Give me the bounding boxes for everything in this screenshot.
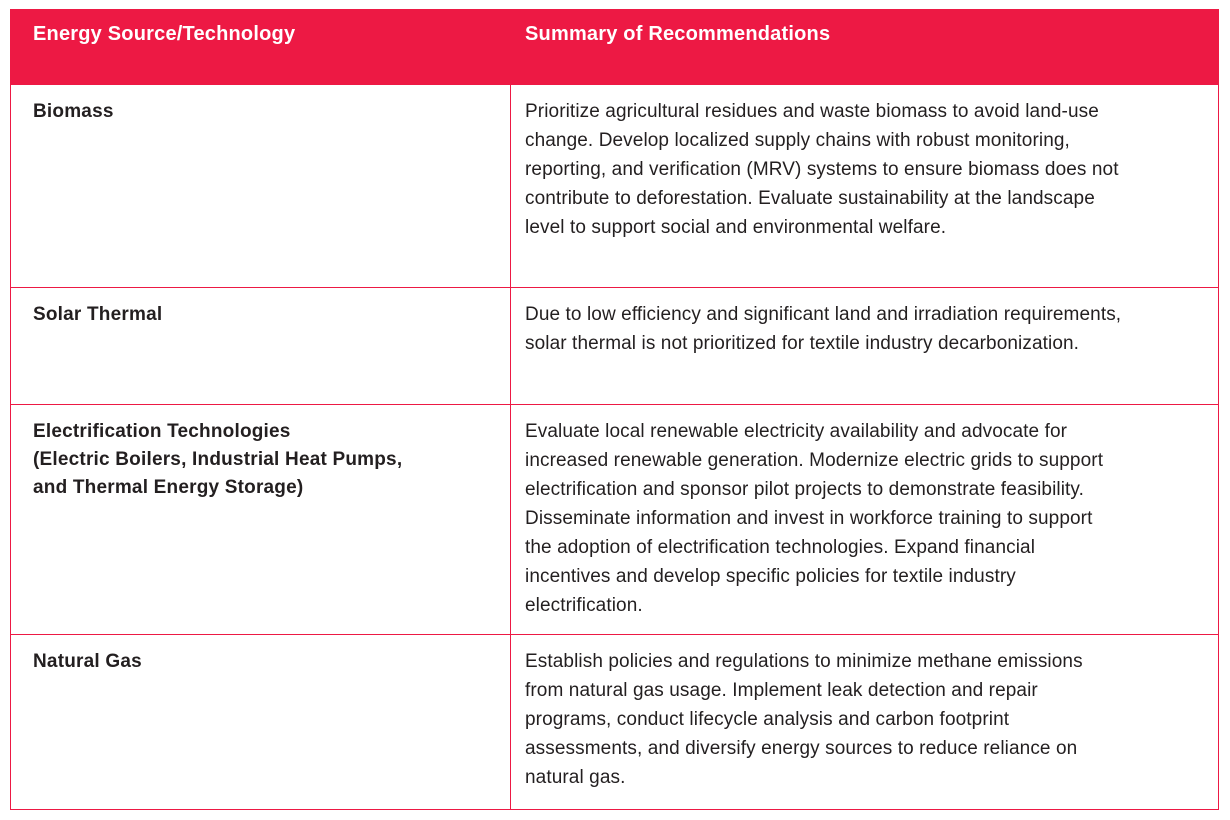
table-row-electrification-technologies: Electrification Technologies (Electric B… xyxy=(10,404,1219,635)
energy-recommendations-table: Energy Source/Technology Summary of Reco… xyxy=(10,9,1219,810)
energy-source-cell: Natural Gas xyxy=(10,634,511,810)
energy-source-cell: Biomass xyxy=(10,84,511,288)
table-row-solar-thermal: Solar Thermal Due to low efficiency and … xyxy=(10,287,1219,405)
column-header-summary: Summary of Recommendations xyxy=(510,9,1219,85)
summary-cell: Establish policies and regulations to mi… xyxy=(510,634,1219,810)
energy-source-cell: Electrification Technologies (Electric B… xyxy=(10,404,511,635)
summary-cell: Due to low efficiency and significant la… xyxy=(510,287,1219,405)
table-header-row: Energy Source/Technology Summary of Reco… xyxy=(10,9,1219,85)
energy-source-cell: Solar Thermal xyxy=(10,287,511,405)
table-row-natural-gas: Natural Gas Establish policies and regul… xyxy=(10,634,1219,810)
summary-cell: Prioritize agricultural residues and was… xyxy=(510,84,1219,288)
column-header-energy-source: Energy Source/Technology xyxy=(10,9,511,85)
summary-cell: Evaluate local renewable electricity ava… xyxy=(510,404,1219,635)
table-row-biomass: Biomass Prioritize agricultural residues… xyxy=(10,84,1219,288)
